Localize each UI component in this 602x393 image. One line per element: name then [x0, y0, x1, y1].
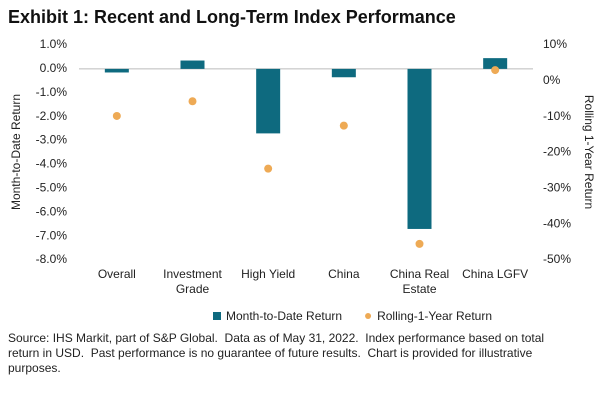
x-tick-label: Investment Grade: [163, 267, 222, 296]
bar: [331, 68, 356, 78]
y-tick-label: -2.0%: [36, 109, 68, 123]
y-tick-label: -7.0%: [36, 228, 68, 242]
y-tick-label: -4.0%: [36, 157, 68, 171]
legend-swatch: [365, 313, 372, 319]
y2-tick-label: -20%: [543, 145, 571, 159]
bar: [256, 68, 281, 134]
y-tick-label: 0.0%: [40, 61, 68, 75]
bar: [104, 68, 129, 73]
x-tick-label: China: [328, 267, 360, 281]
legend-swatch: [213, 312, 221, 320]
y-tick-label: -1.0%: [36, 85, 68, 99]
y-tick-label: -3.0%: [36, 133, 68, 147]
bar: [180, 60, 205, 69]
x-tick-label: China LGFV: [462, 267, 528, 281]
x-tick-label: High Yield: [241, 267, 295, 281]
y-axis-title: Month-to-Date Return: [9, 94, 23, 210]
y-tick-label: -5.0%: [36, 181, 68, 195]
dot: [112, 111, 121, 120]
y-tick-label: -6.0%: [36, 204, 68, 218]
dot: [188, 97, 197, 106]
dot: [339, 121, 348, 130]
chart: Exhibit 1: Recent and Long-Term Index Pe…: [8, 7, 596, 323]
dot: [491, 66, 500, 75]
chart-title: Exhibit 1: Recent and Long-Term Index Pe…: [8, 7, 456, 27]
y2-tick-label: -30%: [543, 181, 571, 195]
legend-label: Rolling-1-Year Return: [377, 309, 492, 323]
y-tick-label: -8.0%: [36, 252, 68, 266]
dot: [264, 164, 273, 173]
y2-tick-label: -50%: [543, 252, 571, 266]
bar: [483, 58, 508, 69]
x-tick-label: China Real Estate: [390, 267, 449, 296]
legend-label: Month-to-Date Return: [226, 309, 342, 323]
bar: [407, 68, 432, 229]
x-tick-label: Overall: [98, 267, 136, 281]
source-note: Source: IHS Markit, part of S&P Global. …: [8, 331, 548, 375]
y2-axis-title: Rolling 1-Year Return: [582, 95, 596, 209]
y2-tick-label: -40%: [543, 216, 571, 230]
dot: [415, 239, 424, 248]
y2-tick-label: 0%: [543, 73, 561, 87]
y2-tick-label: -10%: [543, 109, 571, 123]
y-tick-label: 1.0%: [40, 37, 68, 51]
y2-tick-label: 10%: [543, 37, 567, 51]
